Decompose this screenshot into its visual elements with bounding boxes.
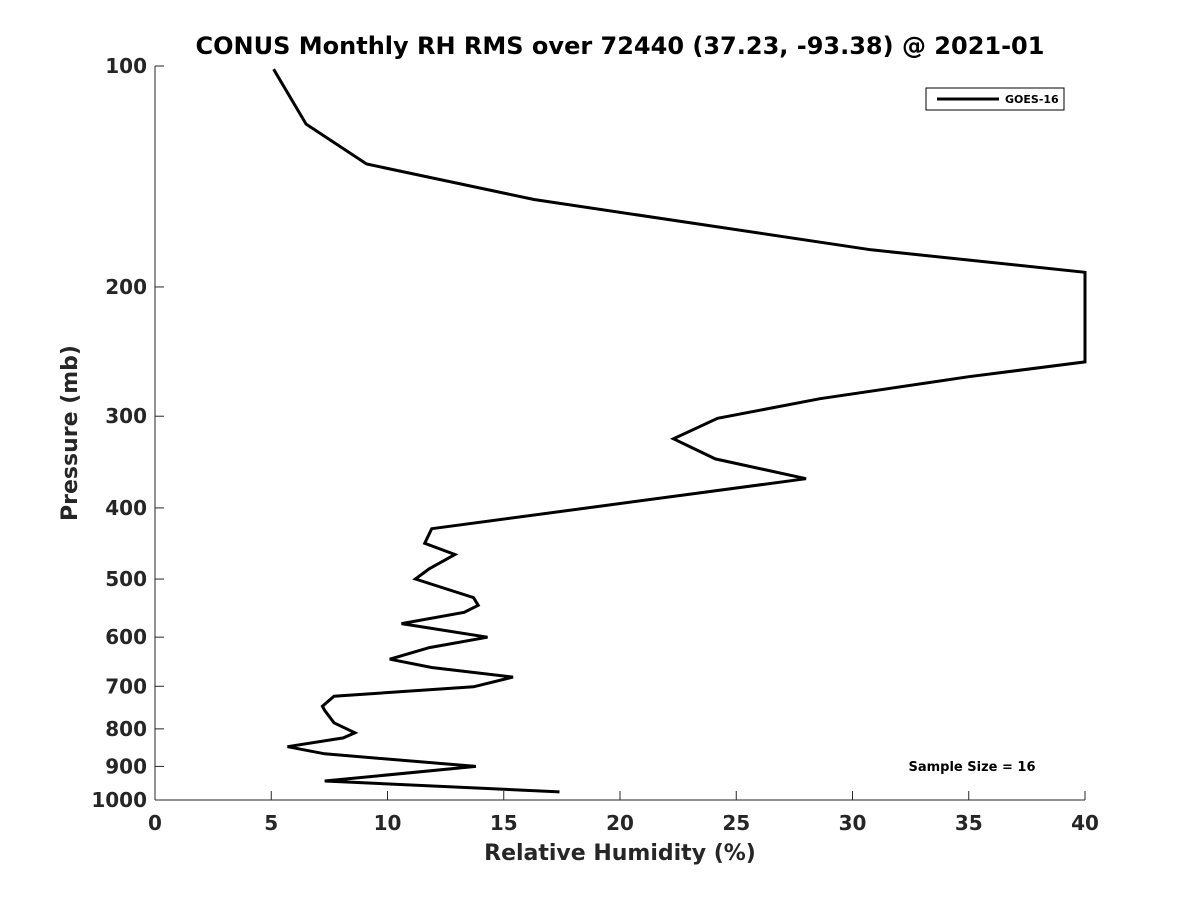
x-tick-label: 0 [148,811,162,835]
y-tick-label: 600 [105,625,147,649]
x-tick-label: 20 [606,811,634,835]
x-tick-label: 30 [839,811,867,835]
y-tick-label: 800 [105,717,147,741]
y-tick-label: 900 [105,754,147,778]
y-axis-label: Pressure (mb) [58,345,83,521]
y-tick-label: 700 [105,674,147,698]
series-line-goes-16 [272,68,1087,794]
y-ticks: 100 200 300 400 500 600 700 800 900 1000 [91,54,164,812]
chart-title: CONUS Monthly RH RMS over 72440 (37.23, … [196,32,1045,60]
x-tick-label: 10 [374,811,402,835]
legend-entry-label: GOES-16 [1005,93,1059,106]
plot-area: 0 5 10 15 20 25 30 35 40 100 200 300 400 500 600 700 80… [91,54,1099,835]
x-tick-label: 35 [955,811,983,835]
x-tick-label: 5 [264,811,278,835]
y-tick-label: 200 [105,275,147,299]
y-tick-label: 300 [105,404,147,428]
y-tick-label: 500 [105,567,147,591]
y-tick-label: 1000 [91,788,147,812]
x-ticks: 0 5 10 15 20 25 30 35 40 [148,791,1099,835]
x-axis-label: Relative Humidity (%) [484,841,756,866]
sample-size-annotation: Sample Size = 16 [908,760,1035,775]
series-group [272,68,1087,794]
y-tick-label: 400 [105,496,147,520]
legend: GOES-16 [925,87,1065,111]
y-tick-label: 100 [105,54,147,78]
x-tick-label: 25 [722,811,750,835]
x-tick-label: 15 [490,811,518,835]
x-tick-label: 40 [1071,811,1099,835]
